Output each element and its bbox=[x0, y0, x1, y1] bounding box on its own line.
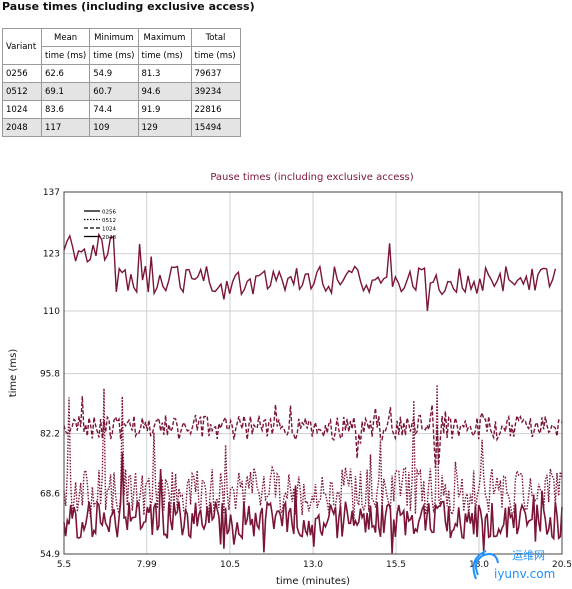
table-row: 0256 62.6 54.9 81.3 79637 bbox=[2, 64, 241, 83]
column-unit: time (ms) bbox=[89, 46, 139, 65]
row-variant: 1024 bbox=[2, 100, 42, 119]
table-cell: 117 bbox=[40, 118, 91, 137]
x-tick-label: 13.0 bbox=[303, 560, 323, 570]
table-row: 1024 83.6 74.4 91.9 22816 bbox=[2, 100, 241, 119]
x-tick-label: 5.5 bbox=[57, 560, 71, 570]
legend-label: 2048 bbox=[102, 235, 116, 241]
chart-legend: 0256 0512 1024 2048 bbox=[84, 209, 116, 241]
x-axis-label: time (minutes) bbox=[276, 576, 350, 587]
table-cell: 62.6 bbox=[40, 64, 91, 83]
column-header-minimum: Minimum bbox=[89, 28, 139, 47]
y-tick-label: 137 bbox=[43, 188, 60, 198]
table-row: 0512 69.1 60.7 94.6 39234 bbox=[2, 82, 241, 101]
row-variant: 0256 bbox=[2, 64, 42, 83]
column-unit: time (ms) bbox=[190, 46, 241, 65]
series-line-1024 bbox=[63, 396, 563, 469]
x-tick-label: 15.5 bbox=[386, 560, 406, 570]
stats-table: Variant Mean Minimum Maximum Total time … bbox=[2, 28, 241, 137]
series-line-0256 bbox=[63, 452, 563, 554]
y-tick-label: 82.2 bbox=[40, 430, 60, 440]
table-cell: 39234 bbox=[190, 82, 241, 101]
watermark-swirl-icon bbox=[472, 550, 499, 580]
x-tick-label: 7.99 bbox=[137, 560, 157, 570]
column-header-mean: Mean bbox=[40, 28, 91, 47]
table-cell: 15494 bbox=[190, 118, 241, 137]
column-header-maximum: Maximum bbox=[137, 28, 192, 47]
axis-ticks: 5.5 7.99 10.5 13.0 15.5 18.0 20.5 54.9 68.6 82.2 9… bbox=[40, 188, 572, 570]
series-line-0512 bbox=[63, 384, 563, 525]
table-cell: 54.9 bbox=[89, 64, 139, 83]
table-cell: 60.7 bbox=[89, 82, 139, 101]
chart-title: Pause times (including exclusive access) bbox=[210, 172, 413, 183]
watermark-url: iyunv.com bbox=[494, 567, 555, 581]
table-cell: 109 bbox=[89, 118, 139, 137]
series-layer bbox=[63, 232, 563, 554]
series-line-2048 bbox=[63, 232, 557, 312]
legend-label: 0512 bbox=[102, 218, 116, 224]
x-tick-label: 10.5 bbox=[220, 560, 240, 570]
table-row: 2048 117 109 129 15494 bbox=[2, 118, 241, 137]
y-tick-label: 54.9 bbox=[40, 550, 60, 560]
row-variant: 0512 bbox=[2, 82, 42, 101]
y-tick-label: 95.8 bbox=[40, 370, 60, 380]
page-title: Pause times (including exclusive access) bbox=[2, 0, 255, 13]
column-unit: time (ms) bbox=[137, 46, 192, 65]
table-cell: 79637 bbox=[190, 64, 241, 83]
table-cell: 129 bbox=[137, 118, 192, 137]
table-header-row: Variant Mean Minimum Maximum Total bbox=[2, 28, 241, 65]
table-unit-row: time (ms) time (ms) time (ms) time (ms) bbox=[3, 46, 241, 65]
table-cell: 74.4 bbox=[89, 100, 139, 119]
x-tick-label: 20.5 bbox=[552, 560, 572, 570]
table-cell: 22816 bbox=[190, 100, 241, 119]
column-unit: time (ms) bbox=[40, 46, 91, 65]
row-variant: 2048 bbox=[2, 118, 42, 137]
table-cell: 94.6 bbox=[137, 82, 192, 101]
legend-label: 1024 bbox=[102, 226, 116, 232]
pause-times-chart: Pause times (including exclusive access)… bbox=[8, 172, 572, 587]
table-cell: 81.3 bbox=[137, 64, 192, 83]
table-cell: 69.1 bbox=[40, 82, 91, 101]
x-tick-label: 18.0 bbox=[469, 560, 489, 570]
watermark-logo: 运维网 iyunv.com bbox=[472, 549, 555, 581]
watermark-brand: 运维网 bbox=[512, 549, 545, 562]
y-tick-label: 123 bbox=[43, 250, 60, 260]
legend-label: 0256 bbox=[102, 209, 116, 215]
column-header-total: Total bbox=[190, 28, 241, 47]
table-cell: 83.6 bbox=[40, 100, 91, 119]
y-axis-label: time (ms) bbox=[8, 349, 19, 398]
y-tick-label: 68.6 bbox=[40, 490, 60, 500]
y-tick-label: 110 bbox=[43, 307, 60, 317]
plot-frame bbox=[63, 191, 563, 555]
variant-header: Variant bbox=[2, 28, 42, 65]
table-cell: 91.9 bbox=[137, 100, 192, 119]
